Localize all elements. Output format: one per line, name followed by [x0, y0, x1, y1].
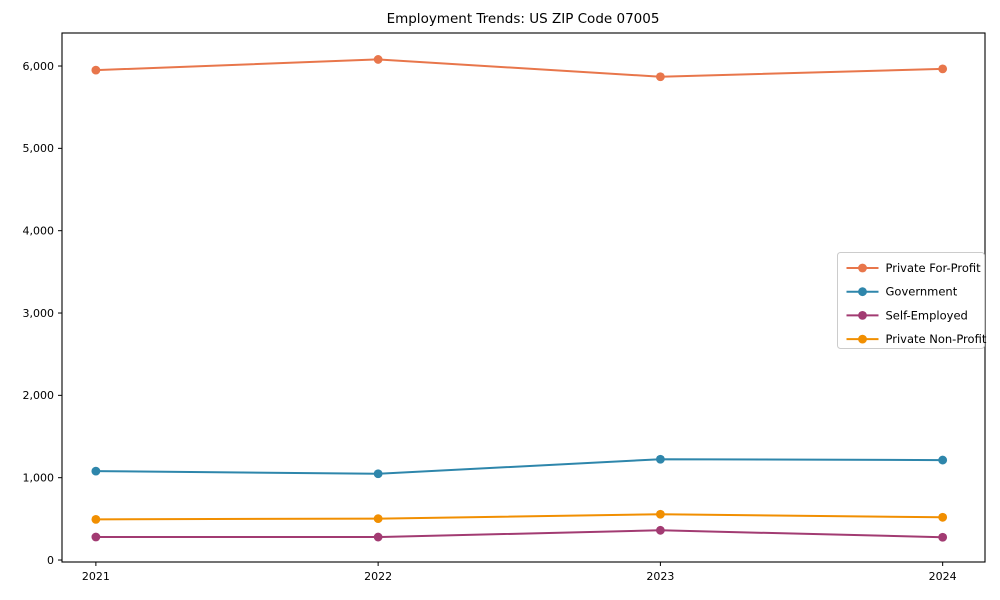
data-point-government — [373, 469, 383, 479]
y-tick-label: 6,000 — [23, 60, 55, 73]
data-point-government — [938, 455, 948, 465]
series-line-government — [94, 458, 944, 475]
x-axis: 2021 2022 2023 2024 — [82, 562, 957, 583]
legend-entry-government: Government — [846, 285, 958, 299]
x-tick-label: 2023 — [646, 570, 674, 583]
series-line-private-for-profit — [94, 58, 944, 78]
legend-box — [837, 252, 985, 349]
series-line-private-non-profit — [94, 513, 944, 521]
legend-label: Private For-Profit — [886, 261, 982, 275]
data-point-private-for-profit — [655, 72, 665, 82]
legend-marker — [858, 334, 867, 344]
legend-marker — [858, 311, 867, 320]
y-tick-label: 4,000 — [23, 224, 55, 237]
y-tick-label: 3,000 — [23, 307, 55, 320]
y-tick-label: 5,000 — [23, 142, 55, 155]
data-point-private-non-profit — [91, 514, 101, 524]
data-point-private-for-profit — [91, 65, 101, 75]
series-government — [91, 454, 948, 479]
data-point-private-non-profit — [373, 514, 383, 524]
data-point-self-employed — [938, 532, 948, 542]
legend-entry-self-employed: Self-Employed — [846, 308, 968, 322]
data-point-private-non-profit — [938, 512, 948, 522]
data-point-private-for-profit — [373, 55, 383, 64]
legend-marker — [858, 287, 867, 297]
chart-title: Employment Trends: US ZIP Code 07005 — [387, 11, 660, 27]
data-point-government — [91, 466, 101, 476]
legend-entry-private-non-profit: Private Non-Profit — [846, 332, 987, 346]
legend-label: Government — [886, 285, 958, 299]
legend-entry-private-for-profit: Private For-Profit — [846, 261, 982, 275]
legend-label: Private Non-Profit — [886, 332, 987, 346]
x-tick-label: 2024 — [929, 570, 957, 583]
data-point-self-employed — [655, 525, 665, 535]
legend: Private For-Profit Government Self-Employe… — [837, 252, 987, 349]
data-point-self-employed — [91, 532, 101, 542]
series-private-non-profit — [91, 509, 948, 524]
legend-marker — [858, 263, 867, 273]
legend-label: Self-Employed — [886, 308, 968, 322]
data-point-private-non-profit — [655, 509, 665, 519]
data-point-self-employed — [373, 532, 383, 542]
y-tick-label: 0 — [47, 554, 54, 567]
y-axis: 0 1,000 2,000 3,000 4,000 5,000 6,000 — [23, 60, 62, 567]
series-self-employed — [91, 525, 948, 542]
y-tick-label: 2,000 — [23, 389, 55, 402]
data-point-government — [655, 454, 665, 464]
x-tick-label: 2022 — [364, 570, 392, 583]
y-tick-label: 1,000 — [23, 471, 55, 484]
x-tick-label: 2021 — [82, 570, 110, 583]
data-point-private-for-profit — [938, 64, 948, 74]
series-line-self-employed — [94, 529, 944, 539]
series-private-for-profit — [91, 55, 948, 82]
